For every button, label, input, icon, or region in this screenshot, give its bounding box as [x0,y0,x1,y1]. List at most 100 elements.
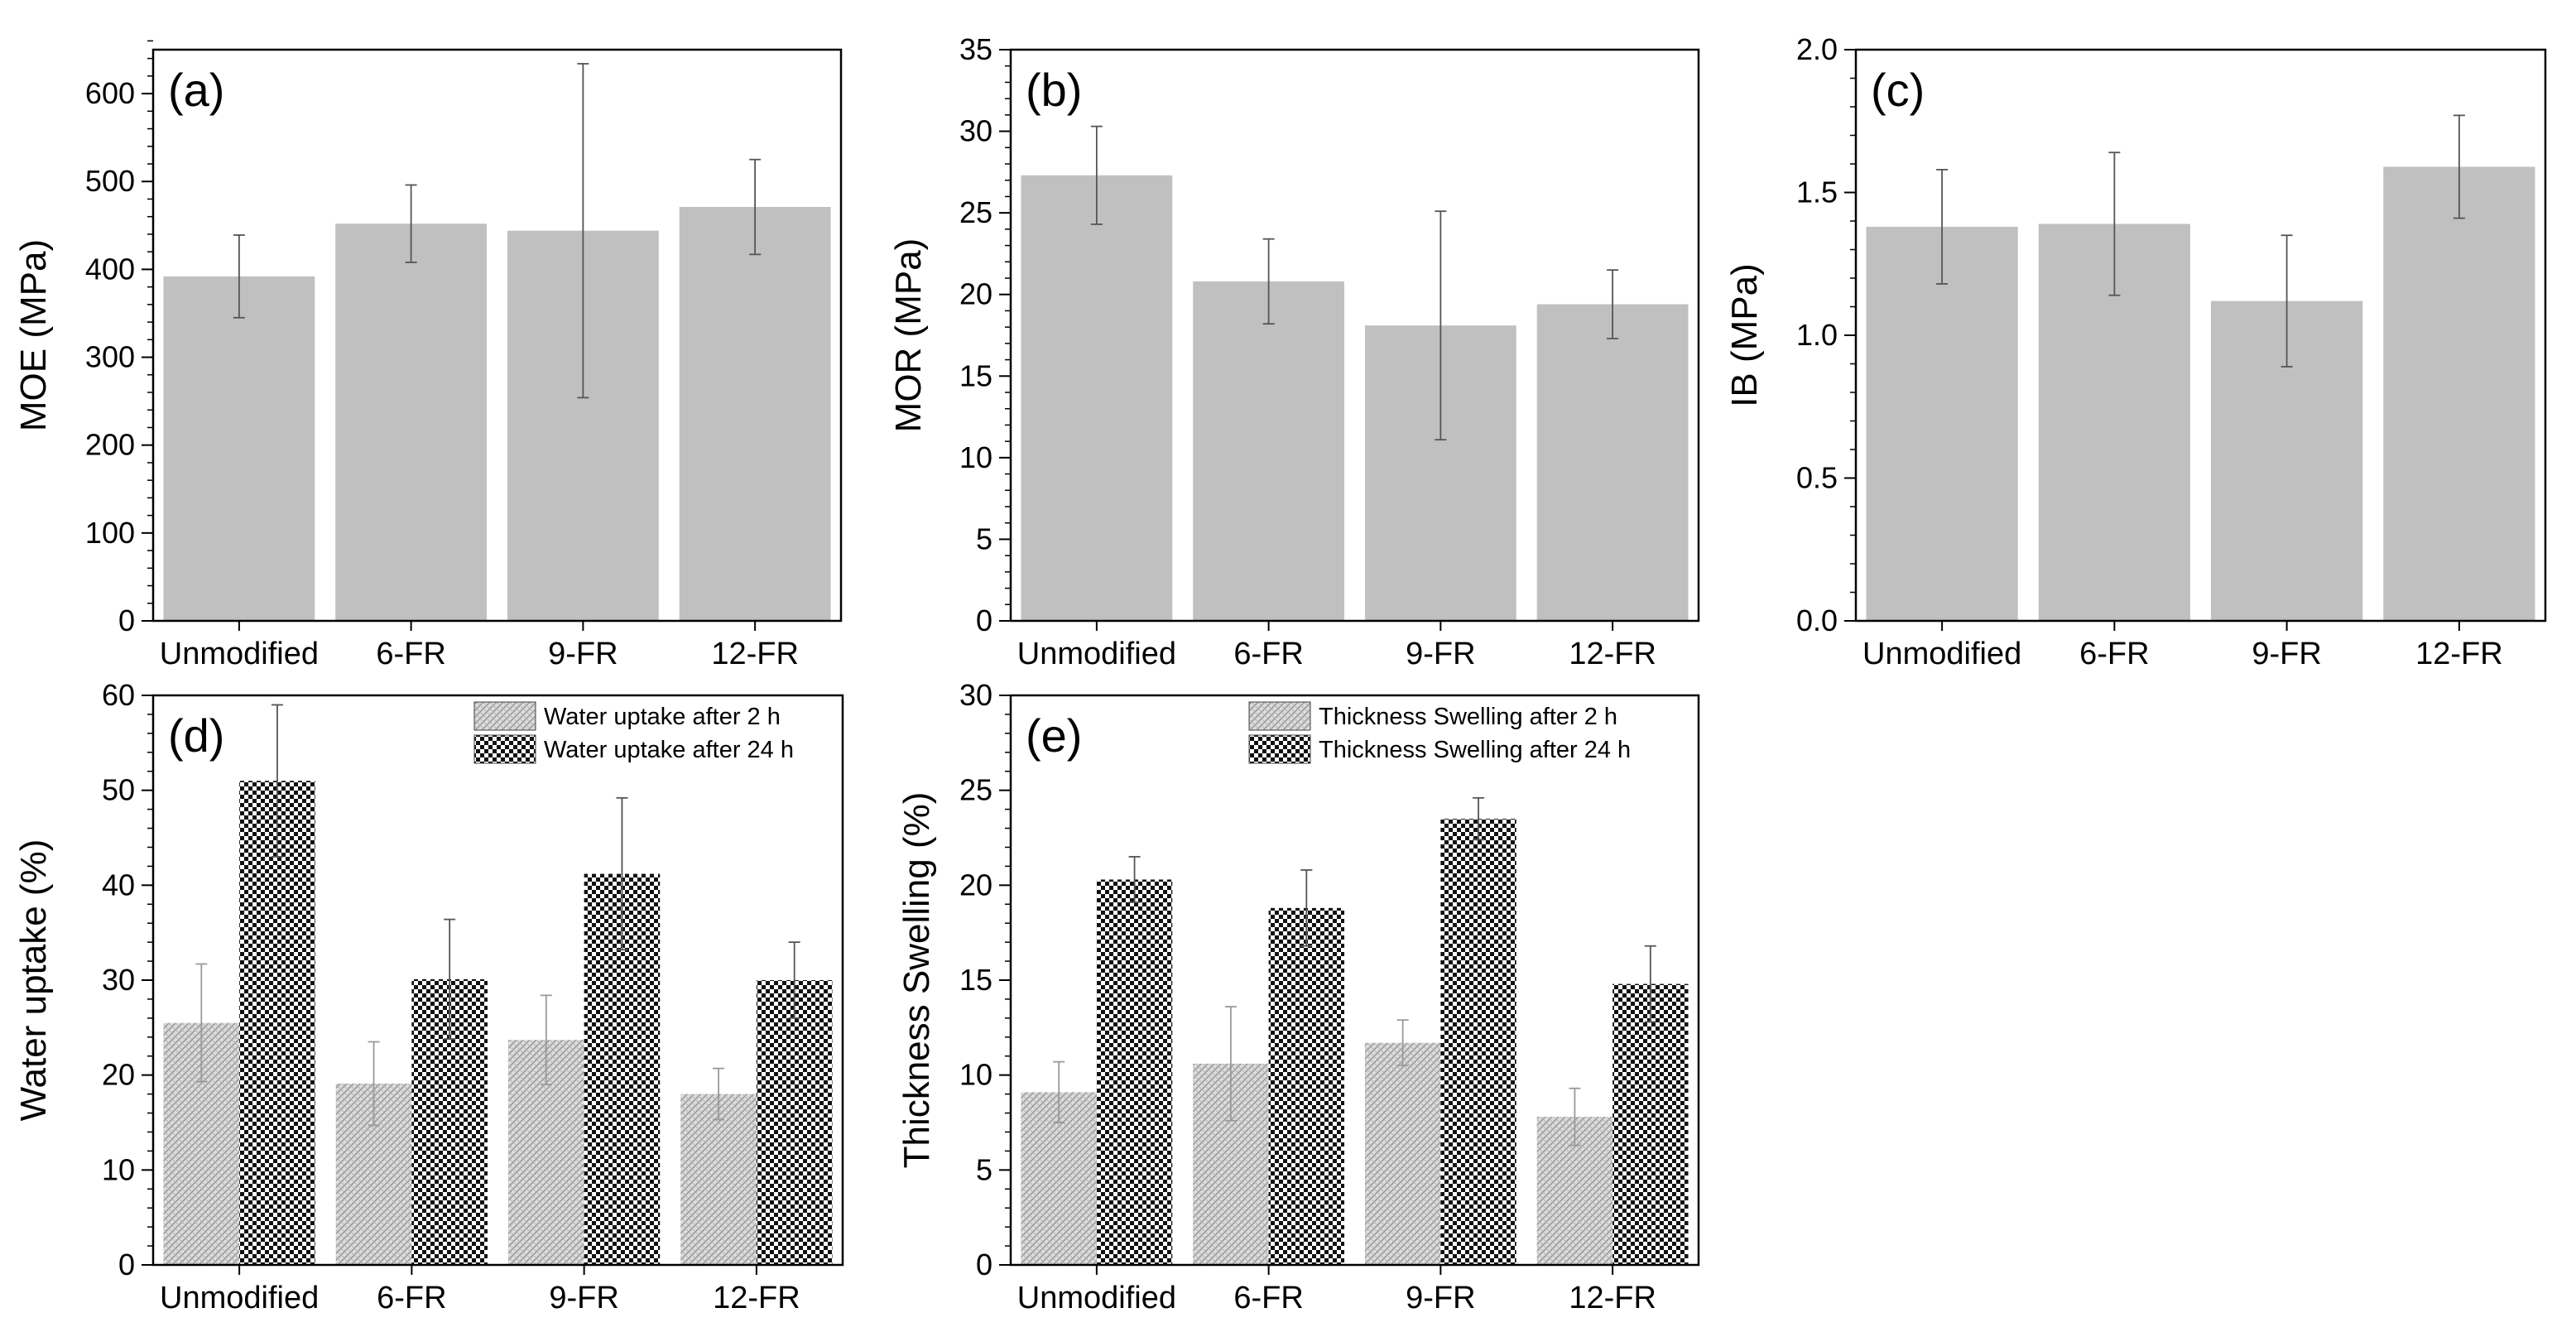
y-tick-label-b: 30 [959,114,992,148]
y-tick-label-b: 15 [959,358,992,392]
x-category-label-e: 12-FR [1569,1281,1656,1315]
y-axis-title-e: Thickness Swelling (%) [896,792,937,1169]
bar-d-s0-12-fr [680,1094,757,1265]
y-axis-title-b: MOR (MPa) [888,238,929,433]
y-tick-label-d: 30 [102,963,135,997]
bar-a-s0-unmodified [163,276,315,621]
error-bar-d-s1-unmodified [271,704,283,858]
y-tick-label-e: 5 [976,1152,992,1186]
error-bar-b-s0-6-fr [1262,238,1275,325]
x-category-label-a: 6-FR [376,637,445,671]
legend-label-e-s1: Thickness Swelling after 24 h [1319,737,1631,763]
error-bar-b-s0-9-fr [1435,210,1447,441]
y-tick-label-e: 10 [959,1058,992,1092]
panel-b: 0 5 10 15 20 25 30 35 Unmodified 6-FR 9-FR 12-FR MOR… [888,32,1700,671]
error-bar-e-s1-9-fr [1473,796,1485,841]
x-category-label-b: 12-FR [1569,637,1656,671]
y-tick-label-b: 5 [976,522,992,555]
panel-label-d: (d) [168,709,224,762]
bar-b-s0-unmodified [1021,175,1173,622]
y-tick-label-a: 200 [85,428,135,462]
bar-e-s1-12-fr [1612,983,1689,1265]
x-category-label-e: Unmodified [1017,1281,1176,1315]
error-bar-e-s0-unmodified [1053,1060,1065,1123]
y-axis-title-a: MOE (MPa) [13,239,54,431]
x-category-label-c: 9-FR [2252,637,2321,671]
y-tick-label-d: 50 [102,773,135,807]
x-category-label-d: 6-FR [377,1281,446,1315]
plot-frame-b [1009,48,1700,623]
x-category-label-b: 9-FR [1406,637,1475,671]
error-bar-c-s0-unmodified [1936,168,1949,285]
x-category-label-b: 6-FR [1233,637,1303,671]
bar-a-s0-6-fr [335,224,488,621]
error-bar-c-s0-12-fr [2453,114,2465,219]
panel-label-c: (c) [1871,64,1925,116]
y-tick-label-e: 30 [959,678,992,712]
error-bar-c-s0-6-fr [2108,151,2121,296]
x-category-label-d: Unmodified [160,1281,319,1315]
y-tick-label-c: 1.5 [1796,175,1838,209]
bar-d-s1-unmodified [239,781,315,1265]
legend-swatch-e-s1 [1248,734,1311,764]
y-tick-label-a: 100 [85,516,135,550]
y-tick-label-a: 600 [85,76,135,110]
error-bar-a-s0-unmodified [233,234,245,319]
error-bar-b-s0-12-fr [1607,269,1619,339]
panel-a: 0 100 200 300 400 500 600 Unmodified 6-FR 9-FR 12-… [13,40,843,671]
error-bar-e-s1-12-fr [1644,945,1656,1023]
error-bar-e-s1-6-fr [1300,869,1313,947]
y-tick-label-e: 25 [959,773,992,807]
plot-frame-a [151,48,843,623]
error-bar-d-s1-9-fr [616,796,628,951]
y-tick-label-d: 20 [102,1058,135,1092]
panel-label-e: (e) [1026,709,1082,762]
y-tick-label-b: 10 [959,440,992,474]
bar-c-s0-12-fr [2383,166,2535,621]
bar-e-s1-unmodified [1096,879,1173,1265]
y-tick-label-a: 300 [85,340,135,374]
y-tick-label-a: 400 [85,252,135,286]
bar-e-s1-6-fr [1268,907,1345,1265]
y-tick-label-e: 15 [959,963,992,997]
error-bar-b-s0-unmodified [1090,125,1103,225]
error-bar-d-s0-9-fr [540,994,552,1086]
y-axis-title-d: Water uptake (%) [13,839,54,1122]
error-bar-c-s0-9-fr [2280,234,2293,368]
x-category-label-a: 12-FR [711,637,799,671]
y-tick-label-b: 20 [959,277,992,311]
error-bar-e-s1-unmodified [1128,856,1141,903]
x-category-label-e: 9-FR [1406,1281,1475,1315]
y-tick-label-b: 25 [959,195,992,229]
panel-e: 0 5 10 15 20 25 30 Unmodified 6-FR 9-FR 12-FR Thick… [896,678,1700,1315]
legend-swatch-e-s0 [1248,701,1311,731]
error-bar-a-s0-12-fr [749,158,762,256]
error-bar-e-s0-6-fr [1224,1006,1237,1122]
x-category-label-d: 12-FR [713,1281,800,1315]
error-bar-d-s1-6-fr [444,918,456,1040]
y-tick-label-b: 0 [976,603,992,637]
y-tick-label-d: 60 [102,678,135,712]
legend-label-e-s0: Thickness Swelling after 2 h [1319,704,1617,730]
y-tick-label-d: 0 [118,1248,135,1281]
legend-label-d-s0: Water uptake after 2 h [544,704,781,730]
legend-d: Water uptake after 2 h Water uptake after… [473,701,794,764]
panel-label-a: (a) [168,64,224,116]
x-category-label-a: 9-FR [548,637,618,671]
error-bar-d-s0-6-fr [368,1041,380,1127]
x-category-label-a: Unmodified [160,637,319,671]
bar-d-s1-12-fr [756,980,833,1265]
legend-swatch-d-s1 [473,734,536,764]
y-tick-label-a: 500 [85,164,135,198]
y-tick-label-d: 40 [102,868,135,901]
bar-b-s0-6-fr [1193,281,1345,621]
x-category-label-d: 9-FR [549,1281,618,1315]
legend-e: Thickness Swelling after 2 h Thickness Sw… [1248,701,1631,764]
error-bar-d-s0-unmodified [195,963,208,1083]
panel-d: 0 10 20 30 40 50 60 Unmodified 6-FR 9-FR 12-FR Wate… [13,678,844,1315]
y-tick-label-c: 0.0 [1796,603,1838,637]
legend-swatch-d-s0 [473,701,536,731]
x-category-label-e: 6-FR [1233,1281,1303,1315]
error-bar-e-s0-12-fr [1569,1087,1581,1147]
